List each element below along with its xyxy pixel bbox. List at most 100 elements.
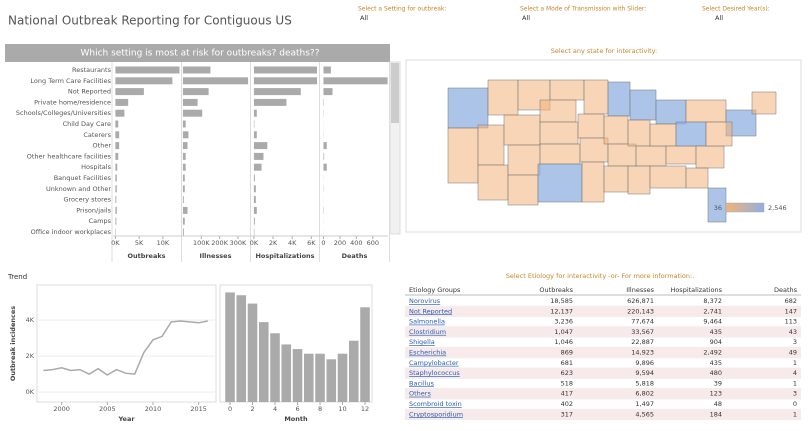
cell: 1	[793, 379, 797, 387]
state[interactable]	[695, 145, 725, 169]
axis-title: Illnesses	[200, 252, 232, 260]
row-band	[405, 368, 801, 379]
filter-value[interactable]: All	[715, 14, 723, 22]
bar	[323, 88, 333, 96]
bar	[348, 340, 359, 402]
x-tick-label: 2010	[145, 405, 162, 413]
category-label: Schools/Colleges/Universities	[16, 109, 112, 117]
bar	[115, 185, 117, 193]
axis-title: Outbreaks	[127, 252, 165, 260]
x-tick-label: 2K	[269, 239, 278, 247]
etiology-link[interactable]: Salmonella	[409, 318, 445, 326]
etiology-link[interactable]: Clostridium	[409, 328, 446, 336]
state[interactable]	[603, 165, 629, 193]
y-axis-title: Outbreak incidences	[9, 306, 17, 381]
state[interactable]	[665, 145, 697, 165]
bar	[182, 206, 188, 214]
bar	[323, 77, 388, 85]
cell: 2,741	[703, 307, 722, 315]
bar	[115, 174, 117, 182]
etiology-link[interactable]: Campylobacter	[409, 359, 459, 367]
etiology-link[interactable]: Others	[409, 390, 431, 398]
state[interactable]	[649, 123, 677, 147]
state[interactable]	[685, 167, 709, 189]
cell: 14,923	[631, 349, 654, 357]
filter-value[interactable]: All	[360, 14, 368, 22]
state[interactable]	[507, 144, 541, 176]
bar	[182, 217, 185, 225]
etiology-link[interactable]: Norovirus	[409, 297, 441, 305]
category-label: Camps	[89, 217, 112, 225]
cell: 8,372	[703, 297, 722, 305]
state[interactable]	[655, 99, 687, 125]
bar	[236, 295, 247, 402]
legend-label: 2,546	[768, 204, 787, 212]
us-map[interactable]	[447, 79, 777, 223]
filter-value[interactable]: All	[522, 14, 530, 22]
etiology-link[interactable]: Escherichia	[409, 349, 446, 357]
bar	[337, 353, 348, 402]
x-axis-title: Month	[284, 415, 308, 423]
state[interactable]	[607, 81, 631, 117]
cell: 623	[561, 369, 573, 377]
state[interactable]	[539, 143, 581, 165]
state[interactable]	[685, 99, 727, 123]
state[interactable]	[603, 115, 629, 145]
state[interactable]	[705, 121, 733, 147]
scroll-thumb[interactable]	[391, 63, 399, 123]
state[interactable]	[649, 165, 687, 189]
bar	[281, 344, 292, 402]
panel-title: Which setting is most at risk for outbre…	[81, 49, 320, 59]
etiology-link[interactable]: Scombroid toxin	[409, 400, 462, 408]
bar	[115, 88, 144, 96]
state[interactable]	[537, 163, 583, 203]
cell: 113	[785, 318, 797, 326]
state[interactable]	[487, 79, 519, 116]
cell: 317	[561, 410, 573, 418]
state[interactable]	[635, 145, 667, 167]
state[interactable]	[577, 113, 605, 139]
cell: 1	[793, 410, 797, 418]
etiology-link[interactable]: Cryptosporidium	[409, 410, 463, 418]
cell: 435	[710, 359, 722, 367]
state[interactable]	[549, 79, 585, 101]
state[interactable]	[503, 114, 541, 146]
cell: 39	[714, 379, 722, 387]
state[interactable]	[477, 124, 505, 166]
state[interactable]	[627, 165, 651, 195]
state[interactable]	[447, 87, 489, 129]
state[interactable]	[607, 143, 637, 167]
cell: 1,047	[554, 328, 573, 336]
etiology-link[interactable]: Staphylococcus	[409, 369, 460, 377]
cell: 518	[561, 379, 573, 387]
state[interactable]	[539, 121, 579, 145]
etiology-link[interactable]: Bacillus	[409, 379, 435, 387]
bar	[253, 88, 301, 96]
etiology-link[interactable]: Shigella	[409, 338, 435, 346]
bar	[253, 152, 264, 160]
x-tick-label: 12	[361, 405, 369, 413]
state[interactable]	[581, 161, 605, 203]
bar	[182, 109, 203, 117]
bar	[323, 163, 327, 171]
column-header: Deaths	[774, 286, 798, 294]
category-label: Other healthcare facilities	[27, 152, 112, 160]
state[interactable]	[751, 91, 777, 115]
state[interactable]	[539, 99, 577, 123]
x-tick-label: 0K	[111, 239, 120, 247]
state[interactable]	[583, 79, 609, 115]
bar	[182, 196, 184, 204]
row-band	[405, 347, 801, 358]
state[interactable]	[447, 127, 479, 184]
cell: 6,802	[635, 390, 654, 398]
x-tick-label: 200K	[211, 239, 228, 247]
state[interactable]	[627, 119, 651, 147]
state[interactable]	[477, 164, 509, 201]
cell: 43	[789, 328, 797, 336]
bar	[182, 152, 186, 160]
trend-line	[43, 320, 208, 376]
state[interactable]	[675, 121, 707, 147]
etiology-link[interactable]: Not Reported	[409, 307, 452, 315]
state[interactable]	[629, 89, 657, 121]
state[interactable]	[507, 174, 539, 206]
